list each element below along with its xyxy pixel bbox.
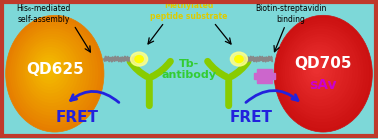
Ellipse shape	[10, 21, 98, 126]
Text: Biotin-streptavidin
binding: Biotin-streptavidin binding	[256, 4, 327, 24]
Ellipse shape	[8, 18, 101, 129]
Ellipse shape	[39, 57, 59, 81]
Text: sAv: sAv	[310, 78, 337, 92]
Ellipse shape	[131, 52, 147, 66]
Ellipse shape	[6, 15, 104, 132]
Ellipse shape	[311, 63, 321, 74]
Ellipse shape	[135, 56, 143, 63]
Bar	[257, 69, 272, 83]
Ellipse shape	[297, 44, 341, 97]
Text: Tb-
antibody: Tb- antibody	[161, 59, 217, 80]
Ellipse shape	[291, 36, 350, 106]
Ellipse shape	[14, 26, 93, 119]
Ellipse shape	[16, 28, 90, 116]
Ellipse shape	[295, 42, 344, 100]
Ellipse shape	[43, 63, 53, 74]
Ellipse shape	[41, 60, 56, 77]
Ellipse shape	[35, 52, 64, 87]
Text: QD705: QD705	[294, 56, 352, 71]
Ellipse shape	[235, 56, 243, 63]
Ellipse shape	[293, 39, 347, 103]
Ellipse shape	[45, 65, 50, 71]
Ellipse shape	[231, 52, 248, 66]
Ellipse shape	[278, 21, 367, 126]
Ellipse shape	[289, 34, 353, 110]
Text: FRET: FRET	[56, 110, 99, 125]
Ellipse shape	[303, 52, 333, 87]
Ellipse shape	[37, 55, 62, 84]
Text: His₆-mediated
self-assembly: His₆-mediated self-assembly	[16, 4, 71, 24]
Text: Methylated
peptide substrate: Methylated peptide substrate	[150, 1, 228, 21]
Bar	[254, 73, 275, 79]
Ellipse shape	[25, 39, 79, 103]
Text: QD625: QD625	[26, 62, 84, 77]
Ellipse shape	[280, 23, 364, 122]
Ellipse shape	[307, 57, 327, 81]
Ellipse shape	[33, 49, 67, 90]
Ellipse shape	[299, 47, 338, 94]
Text: FRET: FRET	[230, 110, 273, 125]
Ellipse shape	[310, 60, 324, 77]
Ellipse shape	[20, 34, 84, 110]
Ellipse shape	[18, 31, 87, 113]
Ellipse shape	[274, 15, 372, 132]
Ellipse shape	[22, 36, 81, 106]
Ellipse shape	[285, 28, 358, 116]
Ellipse shape	[29, 44, 73, 97]
Ellipse shape	[305, 55, 330, 84]
Ellipse shape	[282, 26, 361, 119]
Ellipse shape	[287, 31, 355, 113]
Ellipse shape	[276, 18, 370, 129]
Ellipse shape	[31, 47, 70, 94]
Ellipse shape	[301, 49, 336, 90]
Ellipse shape	[314, 65, 319, 71]
Ellipse shape	[26, 42, 76, 100]
Ellipse shape	[12, 23, 96, 122]
